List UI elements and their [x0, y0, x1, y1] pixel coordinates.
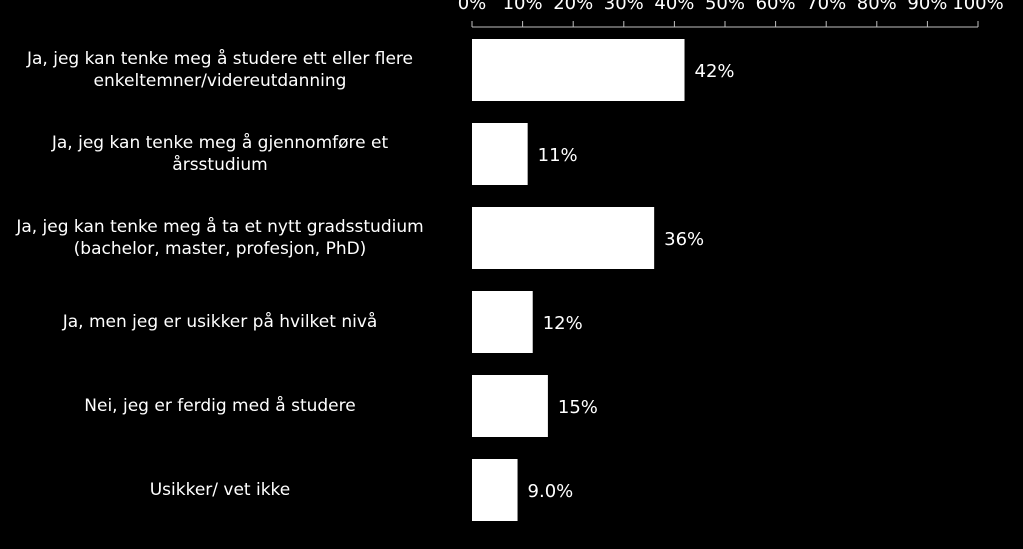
- x-tick-label: 20%: [553, 0, 593, 14]
- category-label: Ja, men jeg er usikker på hvilket nivå: [62, 312, 378, 332]
- x-tick-label: 70%: [806, 0, 846, 14]
- bar: [472, 459, 518, 521]
- value-label: 11%: [538, 145, 578, 166]
- bar: [472, 375, 548, 437]
- category-label: Ja, jeg kan tenke meg å ta et nytt grads…: [16, 217, 424, 259]
- bar: [472, 123, 528, 185]
- value-label: 15%: [558, 397, 598, 418]
- x-tick-label: 0%: [458, 0, 487, 14]
- x-tick-label: 80%: [857, 0, 897, 14]
- x-tick-label: 10%: [503, 0, 543, 14]
- bar: [472, 207, 655, 269]
- x-tick-label: 60%: [756, 0, 796, 14]
- bar: [472, 39, 685, 101]
- value-label: 36%: [664, 229, 704, 250]
- category-label: Nei, jeg er ferdig med å studere: [84, 396, 356, 416]
- x-tick-label: 90%: [907, 0, 947, 14]
- x-tick-label: 40%: [654, 0, 694, 14]
- value-label: 9.0%: [528, 481, 574, 502]
- bar: [472, 291, 533, 353]
- category-label: Ja, jeg kan tenke meg å gjennomføre et å…: [51, 133, 389, 175]
- value-label: 42%: [695, 61, 735, 82]
- x-tick-label: 50%: [705, 0, 745, 14]
- value-label: 12%: [543, 313, 583, 334]
- category-label: Usikker/ vet ikke: [149, 480, 291, 500]
- x-tick-label: 100%: [952, 0, 1003, 14]
- x-tick-label: 30%: [604, 0, 644, 14]
- category-label: Ja, jeg kan tenke meg å studere ett elle…: [26, 49, 413, 91]
